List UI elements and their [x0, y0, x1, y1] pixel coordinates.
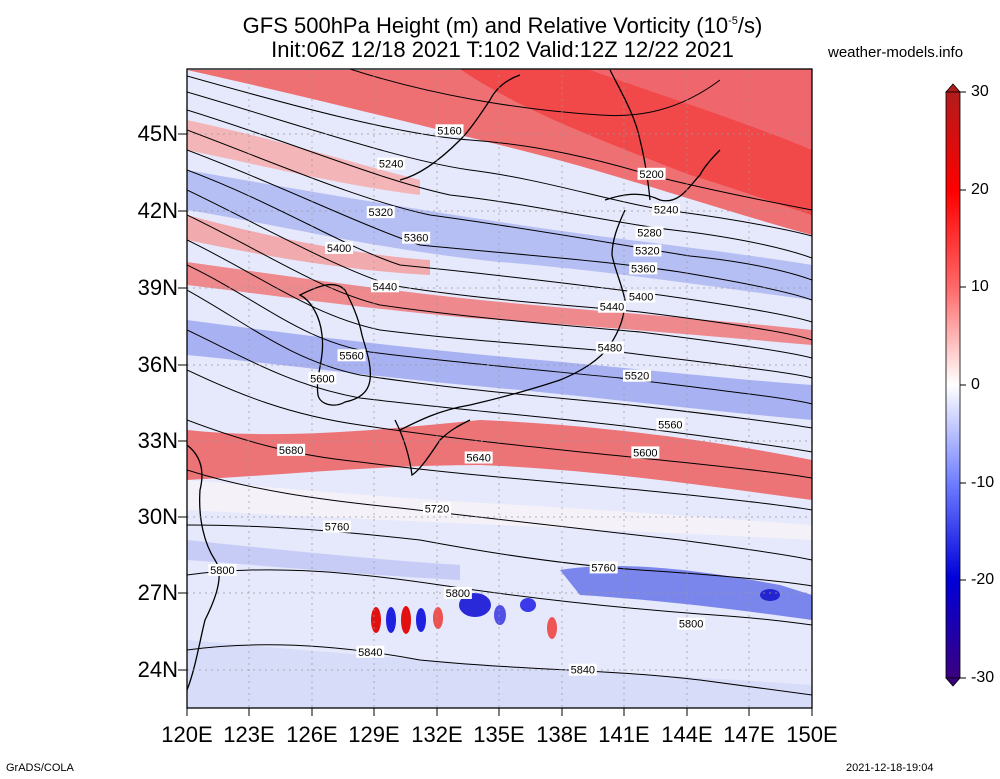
contour-label: 5520 — [625, 371, 649, 383]
contour-label-bg — [370, 280, 399, 293]
contour-label: 5440 — [373, 281, 397, 293]
height-contours — [187, 69, 812, 696]
lon-label-132e: 132E — [411, 722, 463, 747]
axis-ticks — [178, 133, 813, 716]
contour-label: 5480 — [598, 343, 622, 355]
lon-label-141e: 141E — [598, 722, 650, 747]
contour-label: 5320 — [369, 207, 393, 219]
contour-label: 5560 — [658, 419, 682, 431]
lon-label-138e: 138E — [536, 722, 588, 747]
contour-label-bg — [464, 451, 493, 464]
colorbar-bottom-arrow — [945, 677, 961, 687]
contour-label: 5200 — [639, 169, 663, 181]
contour-label: 5400 — [629, 291, 653, 303]
lat-label-24n: 24N — [137, 657, 178, 682]
lat-label-30n: 30N — [137, 504, 178, 529]
contour-label-bg — [595, 341, 624, 354]
contour-label-bg — [635, 226, 664, 239]
colorbar-top-arrow — [945, 83, 961, 93]
lat-label-36n: 36N — [137, 352, 178, 377]
vorticity-field — [187, 69, 812, 708]
lon-label-135e: 135E — [473, 722, 525, 747]
contour-label: 5280 — [637, 228, 661, 240]
lat-lon-grid — [187, 69, 812, 708]
contour-label: 5360 — [404, 233, 428, 245]
contour-label: 5320 — [635, 245, 659, 257]
contour-label-bg — [366, 206, 395, 219]
lat-label-42n: 42N — [137, 198, 178, 223]
contour-label: 5600 — [310, 373, 334, 385]
contour-label-bg — [423, 502, 451, 515]
contour-label: 5240 — [654, 205, 678, 217]
contour-label: 5800 — [679, 619, 703, 631]
chart-title-line1: GFS 500hPa Height (m) and Relative Vorti… — [242, 13, 763, 38]
footer-credit: GrADS/COLA — [6, 762, 74, 774]
contour-label-bg — [677, 617, 706, 630]
lon-label-147e: 147E — [723, 722, 775, 747]
contour-label-bg — [323, 520, 351, 533]
contour-label-bg — [356, 645, 385, 658]
contour-label: 5840 — [571, 665, 595, 677]
contour-labels: 5160 5240 5200 5240 5280 5320 5320 5360 5360 5400… — [208, 124, 706, 677]
colorbar-label-10: 10 — [971, 278, 989, 295]
contour-label-bg — [337, 349, 366, 362]
contour-label-bg — [629, 262, 658, 275]
contour-label-bg — [402, 231, 431, 244]
contour-label-bg — [325, 241, 354, 254]
lat-label-45n: 45N — [137, 121, 178, 146]
contour-label-bg — [208, 563, 237, 576]
colorbar-label-0: 0 — [971, 376, 980, 393]
contour-label: 5360 — [631, 263, 655, 275]
contour-label-bg — [589, 561, 618, 574]
contour-label-bg — [377, 157, 406, 170]
contour-label-bg — [443, 586, 472, 599]
contour-label: 5800 — [446, 588, 470, 600]
contour-label-bg — [652, 203, 681, 216]
chart-title-line2: Init:06Z 12/18 2021 T:102 Valid:12Z 12/2… — [271, 37, 734, 62]
lon-label-150e: 150E — [786, 722, 838, 747]
contour-label: 5640 — [466, 453, 490, 465]
contour-label: 5160 — [437, 125, 461, 137]
contour-label-bg — [627, 290, 656, 303]
contour-label-bg — [598, 300, 626, 313]
colorbar — [945, 83, 966, 687]
contour-label: 5720 — [425, 504, 449, 516]
colorbar-scale — [945, 91, 961, 679]
contour-label-bg — [568, 663, 597, 676]
contour-label-bg — [656, 418, 685, 431]
colorbar-label-20: 20 — [971, 181, 989, 198]
lat-label-39n: 39N — [137, 275, 178, 300]
lon-label-123e: 123E — [223, 722, 275, 747]
contour-label: 5600 — [633, 447, 657, 459]
contour-label-bg — [623, 369, 651, 382]
contour-label: 5240 — [379, 159, 403, 171]
contour-label-bg — [277, 443, 306, 456]
lat-label-27n: 27N — [137, 580, 178, 605]
lon-label-144e: 144E — [661, 722, 713, 747]
contour-label-bg — [637, 167, 666, 180]
contour-label-bg — [308, 372, 337, 385]
lon-label-129e: 129E — [348, 722, 400, 747]
contour-label: 5760 — [325, 522, 349, 534]
footer-timestamp: 2021-12-18-19:04 — [846, 762, 934, 774]
colorbar-label-neg10: -10 — [971, 474, 995, 491]
contour-label: 5440 — [600, 302, 624, 314]
contour-label-bg — [633, 244, 662, 257]
site-watermark: weather-models.info — [828, 44, 964, 61]
contour-label: 5560 — [339, 350, 363, 362]
contour-label: 5760 — [591, 562, 615, 574]
contour-label: 5680 — [279, 445, 303, 457]
contour-label-bg — [435, 124, 464, 137]
colorbar-label-neg30: -30 — [971, 669, 995, 686]
contour-label-bg — [631, 446, 660, 459]
contour-label: 5840 — [358, 647, 382, 659]
contour-label: 5400 — [327, 243, 351, 255]
lon-label-126e: 126E — [286, 722, 338, 747]
colorbar-label-30: 30 — [971, 83, 989, 100]
contour-label: 5800 — [210, 565, 234, 577]
lon-label-120e: 120E — [161, 722, 213, 747]
colorbar-label-neg20: -20 — [971, 571, 995, 588]
lat-label-33n: 33N — [137, 428, 178, 453]
